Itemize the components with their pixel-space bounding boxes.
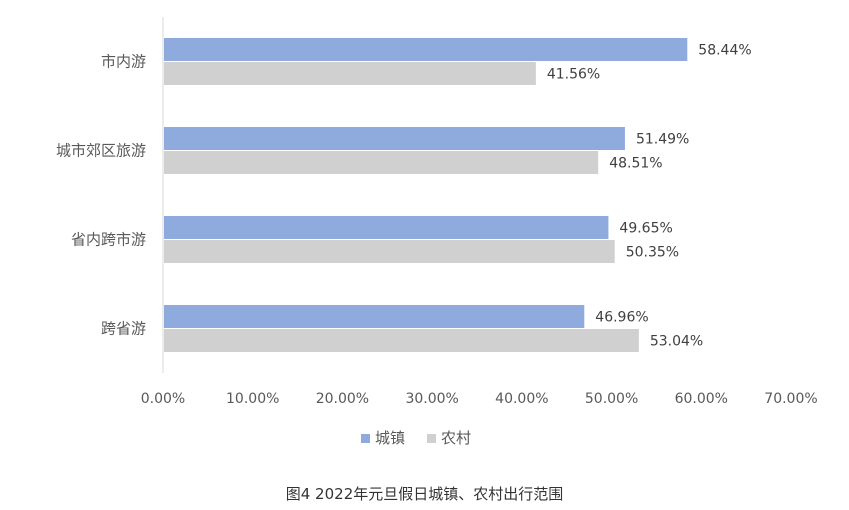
x-tick-label: 30.00% — [405, 391, 458, 407]
bar-urban — [164, 305, 585, 328]
legend-swatch — [427, 434, 436, 443]
x-tick-label: 50.00% — [585, 391, 638, 407]
data-label: 48.51% — [609, 156, 662, 172]
category-label: 城市郊区旅游 — [56, 142, 146, 160]
bar-chart: 市内游 58.44% 41.56% 城市郊区旅游 51.49% 48.51% 省内跨市游 49… — [56, 17, 818, 447]
figure-caption: 图4 2022年元旦假日城镇、农村出行范围 — [285, 485, 564, 503]
bar-rural — [164, 151, 599, 174]
x-tick-label: 10.00% — [226, 391, 279, 407]
x-tick-label: 0.00% — [141, 391, 185, 407]
data-label: 46.96% — [595, 310, 648, 326]
data-label: 41.56% — [547, 67, 600, 83]
category-label: 跨省游 — [101, 320, 146, 338]
legend-swatch — [361, 434, 370, 443]
bar-urban — [164, 127, 625, 150]
x-tick-label: 20.00% — [316, 391, 369, 407]
category-label: 市内游 — [101, 53, 146, 71]
x-tick-label: 70.00% — [764, 391, 817, 407]
data-label: 51.49% — [636, 132, 689, 148]
bar-urban — [164, 216, 609, 239]
bar-urban — [164, 38, 688, 61]
data-label: 50.35% — [626, 245, 679, 261]
bar-rural — [164, 240, 615, 263]
x-tick-label: 40.00% — [495, 391, 548, 407]
bar-rural — [164, 329, 639, 352]
data-label: 49.65% — [619, 221, 672, 237]
legend-label: 城镇 — [375, 429, 405, 447]
category-label: 省内跨市游 — [71, 231, 146, 249]
legend-label: 农村 — [441, 429, 471, 447]
x-tick-label: 60.00% — [675, 391, 728, 407]
data-label: 53.04% — [650, 334, 703, 350]
bar-rural — [164, 62, 536, 85]
data-label: 58.44% — [698, 43, 751, 59]
